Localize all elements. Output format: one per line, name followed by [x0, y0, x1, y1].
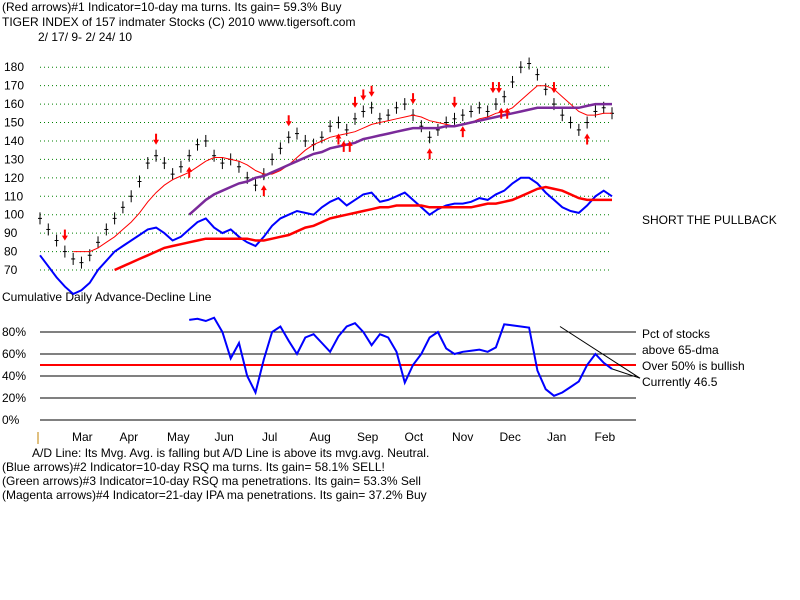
month-label: Jun [215, 430, 234, 444]
buy-arrow-icon [426, 148, 433, 160]
pct-label-3: Over 50% is bullish [642, 359, 745, 373]
month-label: Jul [262, 430, 277, 444]
pct-above-65dma-line [189, 316, 613, 397]
panel2-title: Cumulative Daily Advance-Decline Line [2, 290, 212, 304]
pct-label-1: Pct of stocks [642, 327, 711, 341]
ad-line-status: A/D Line: Its Mvg. Avg. is falling but A… [32, 446, 430, 460]
buy-arrow-icon [335, 133, 342, 145]
month-label: Oct [405, 430, 424, 444]
sell-arrow-icon [360, 89, 367, 101]
month-label: Mar [72, 430, 93, 444]
sell-arrow-icon [489, 82, 496, 94]
month-label: May [167, 430, 190, 444]
sell-arrow-icon [285, 115, 292, 127]
red-moving-average [73, 85, 612, 253]
short-the-pullback-note: SHORT THE PULLBACK [642, 213, 777, 227]
purple-moving-average [188, 102, 612, 216]
sell-arrow-icon [352, 96, 359, 108]
buy-arrow-icon [186, 166, 193, 178]
bottom-panel-y-ticks: 80% 60% 40% 20% 0% [2, 325, 26, 427]
sell-arrow-icon [451, 96, 458, 108]
month-label: Feb [595, 430, 616, 444]
y-tick-label: 70 [4, 263, 18, 277]
bottom-panel-series [189, 316, 613, 397]
sell-arrow-icon [495, 82, 502, 94]
y-tick-label: 100 [4, 208, 24, 222]
month-label: Jan [547, 430, 566, 444]
buy-arrow-icon [504, 107, 511, 119]
annotation-lines [559, 326, 641, 379]
y-tick-label: 120 [4, 171, 24, 185]
y-tick-label: 130 [4, 152, 24, 166]
sell-arrow-icon [550, 82, 557, 94]
sell-arrow-icon [61, 229, 68, 241]
indicator-1-text: (Red arrows)#1 Indicator=10-day ma turns… [2, 0, 342, 14]
pct-label-2: above 65-dma [642, 343, 719, 357]
pointer-line [611, 368, 641, 379]
sell-arrow-icon [368, 85, 375, 97]
y-tick-label: 80 [4, 245, 18, 259]
buy-arrow-icon [346, 140, 353, 152]
y-tick-label: 110 [4, 189, 23, 203]
signal-arrows [61, 82, 591, 241]
top-panel-y-ticks: 180 170 160 150 140 130 120 110 100 90 80 70 [4, 60, 24, 277]
ad-line-moving-average [114, 185, 612, 272]
indicator-3-text: (Green arrows)#3 Indicator=10-day RSQ ma… [2, 474, 421, 488]
buy-arrow-icon [584, 133, 591, 145]
month-axis: Mar Apr May Jun Jul Aug Sep Oct Nov Dec Jan Feb [37, 430, 616, 444]
y-tick-label: 150 [4, 116, 24, 130]
pct-tick-label: 40% [2, 369, 26, 383]
y-tick-label: 160 [4, 97, 24, 111]
month-label: Nov [452, 430, 473, 444]
buy-arrow-icon [498, 107, 505, 119]
pct-label-4: Currently 46.5 [642, 375, 718, 389]
y-tick-label: 90 [4, 226, 18, 240]
pct-tick-label: 0% [2, 413, 20, 427]
pct-tick-label: 20% [2, 391, 26, 405]
month-label: Aug [310, 430, 331, 444]
indicator-4-text: (Magenta arrows)#4 Indicator=21-day IPA … [2, 488, 427, 502]
chart-title: TIGER INDEX of 157 indmater Stocks (C) 2… [2, 15, 356, 29]
pct-tick-label: 60% [2, 347, 26, 361]
month-label: Dec [500, 430, 521, 444]
y-tick-label: 140 [4, 134, 24, 148]
ad-line [39, 176, 613, 296]
month-label: Apr [120, 430, 139, 444]
top-panel-series [38, 57, 614, 296]
bottom-panel-grid [40, 331, 636, 421]
y-tick-label: 170 [4, 79, 24, 93]
pct-tick-label: 80% [2, 325, 26, 339]
y-tick-label: 180 [4, 60, 24, 74]
month-label: Sep [357, 430, 379, 444]
buy-arrow-icon [340, 140, 347, 152]
pointer-line [559, 326, 641, 379]
sell-arrow-icon [153, 133, 160, 145]
date-range: 2/ 17/ 9- 2/ 24/ 10 [38, 30, 133, 44]
buy-arrow-icon [459, 126, 466, 138]
sell-arrow-icon [410, 93, 417, 105]
top-panel-grid [40, 66, 612, 271]
buy-arrow-icon [260, 185, 267, 197]
indicator-2-text: (Blue arrows)#2 Indicator=10-day RSQ ma … [2, 460, 385, 474]
